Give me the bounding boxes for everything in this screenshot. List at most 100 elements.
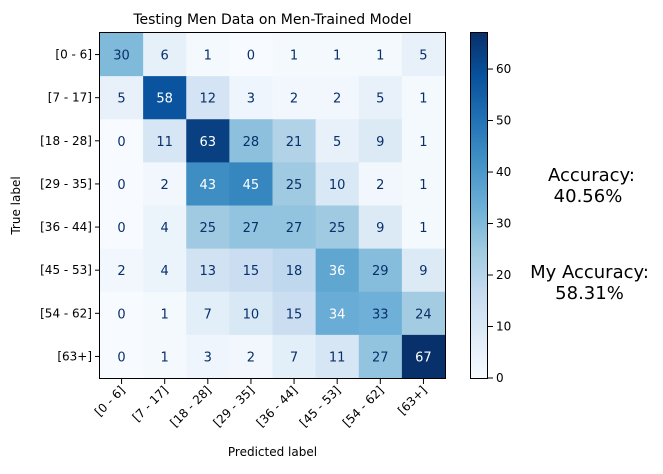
heatmap-cell [100,248,144,293]
cell-value-label: 27 [286,221,303,236]
cell-value-label: 1 [161,350,169,365]
cell-value-label: 30 [113,49,130,64]
cell-value-label: 24 [415,307,432,322]
cell-value-label: 1 [290,49,298,64]
heatmap-cell [358,162,403,206]
cell-value-label: 4 [161,221,169,236]
y-tick-label: [54 - 62] [40,306,92,320]
heatmap-cell [229,162,273,206]
heatmap-cell [229,119,273,163]
cell-value-label: 5 [117,92,125,107]
heatmap-cell [100,119,144,163]
heatmap-cell [100,334,144,379]
cell-value-label: 25 [329,221,346,236]
colorbar [470,32,488,379]
heatmap-cell [229,334,273,379]
cell-value-label: 18 [286,264,303,279]
cell-value-label: 1 [419,221,427,236]
heatmap-cell [315,291,360,336]
heatmap-cell [186,205,230,250]
x-tick-label: [7 - 17] [130,383,171,424]
colorbar-tick-label: 0 [496,371,504,385]
y-tick-label: [45 - 53] [40,263,92,277]
heatmap-cell [401,334,446,379]
heatmap-cell [315,119,360,163]
cell-value-label: 10 [243,307,260,322]
my-accuracy-label: My Accuracy: [530,262,649,283]
cell-value-label: 9 [419,264,427,279]
cell-value-label: 36 [329,264,346,279]
x-axis-ticks: [0 - 6] [7 - 17][18 - 28][29 - 35][36 - 4… [92,379,430,430]
heatmap-cell [100,162,144,206]
cell-value-label: 2 [117,264,125,279]
heatmap-cell [358,205,403,250]
cell-value-label: 1 [419,178,427,193]
y-tick-label: [63+] [57,349,92,363]
colorbar-tick-label: 50 [496,114,511,128]
cell-value-label: 7 [290,350,298,365]
heatmap-cell [272,162,317,206]
heatmap-cell [229,205,273,250]
my-accuracy-value: 58.31% [555,283,624,304]
my-accuracy-annotation: My Accuracy: 58.31% [522,262,657,304]
cell-value-label: 2 [247,350,255,365]
cell-value-label: 0 [117,307,125,322]
cell-value-label: 28 [243,135,260,150]
cell-value-label: 0 [117,178,125,193]
cell-value-label: 4 [161,264,169,279]
cell-value-label: 33 [372,307,389,322]
cell-value-label: 1 [419,135,427,150]
colorbar-tick-label: 60 [496,62,511,76]
heatmap-cell [358,33,403,77]
cell-value-label: 27 [372,350,389,365]
cell-value-label: 15 [243,264,260,279]
colorbar-tick-label: 20 [496,268,511,282]
heatmap-cell [186,76,230,120]
y-tick-label: [18 - 28] [40,134,92,148]
cell-value-label: 0 [247,49,255,64]
heatmap-cell [143,248,187,293]
heatmap-cell [315,205,360,250]
cell-value-label: 9 [376,221,384,236]
plot-frame [99,32,446,379]
heatmap-cell-labels: 30 6 1 0 1 1 1 55 58 12 3 2 2 5 10 11 63 28 21 5 9 10 2 43 45 25 1… [113,49,431,366]
cell-value-label: 25 [200,221,217,236]
heatmap-cell [186,162,230,206]
cell-value-label: 34 [329,307,346,322]
heatmap-cell [100,33,144,77]
accuracy-value: 40.56% [553,186,623,207]
heatmap-cell [358,291,403,336]
x-tick-label: [0 - 6] [92,383,128,419]
heatmap-cell [229,76,273,120]
x-tick-label: [45 - 53] [297,383,344,430]
heatmap-cell [315,334,360,379]
cell-value-label: 3 [204,350,212,365]
heatmap-cell [401,119,446,163]
heatmap-cell [186,248,230,293]
cell-value-label: 27 [243,221,260,236]
cell-value-label: 9 [376,135,384,150]
heatmap-cell [401,291,446,336]
x-tick-label: [18 - 28] [167,383,214,430]
cell-value-label: 11 [329,350,346,365]
cell-value-label: 1 [333,49,341,64]
colorbar-tick-label: 40 [496,165,511,179]
heatmap-cell [401,76,446,120]
y-tick-label: [29 - 35] [40,177,92,191]
x-tick-label: [29 - 35] [210,383,257,430]
cell-value-label: 2 [290,92,298,107]
heatmap-cell [358,76,403,120]
heatmap-cell [143,33,187,77]
heatmap-cell [358,334,403,379]
heatmap-cell [143,162,187,206]
accuracy-label: Accuracy: [548,165,635,186]
cell-value-label: 2 [376,178,384,193]
heatmap-cell [272,76,317,120]
x-tick-label: [36 - 44] [254,383,301,430]
colorbar-tick-label: 30 [496,217,511,231]
heatmap-cell [186,334,230,379]
heatmap-cell [186,33,230,77]
heatmap-cell [100,205,144,250]
